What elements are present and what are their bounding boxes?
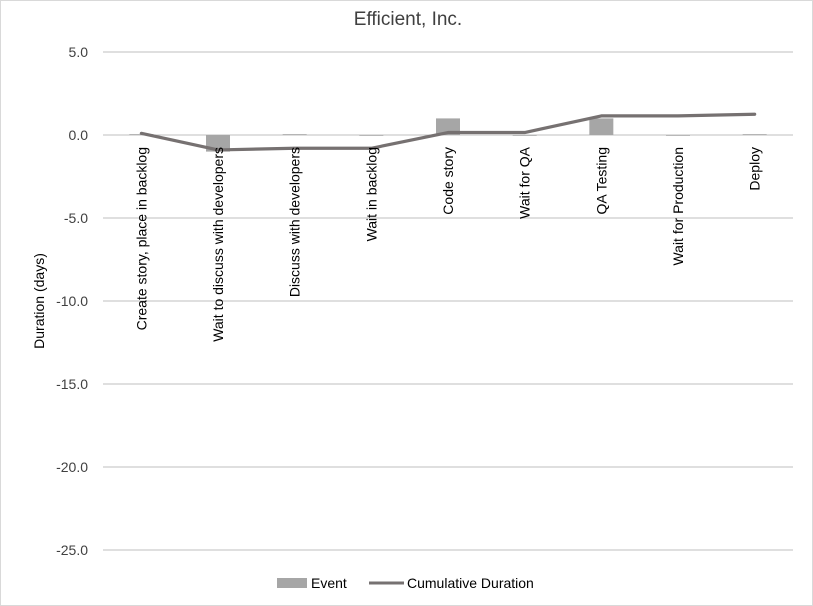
event-bar [666,135,690,136]
y-tick-label: -25.0 [56,542,88,558]
event-bar [359,135,384,136]
y-axis-ticks: 5.0 0.0 -5.0 -10.0 -15.0 -20.0 -25.0 [56,44,88,558]
chart-title: Efficient, Inc. [354,9,462,30]
cumulative-duration-line [139,112,757,152]
y-tick-label: -20.0 [56,459,88,475]
legend-cumulative-label: Cumulative Duration [407,575,534,591]
legend-event-label: Event [311,575,347,591]
y-tick-label: 5.0 [69,44,89,60]
event-bar [282,134,307,135]
category-label: Code story [440,147,456,215]
category-label: Deploy [747,147,763,191]
cumulative-line [139,112,757,152]
category-label: Wait for Production [670,147,686,266]
legend-event-swatch [277,578,307,588]
legend: Event Cumulative Duration [277,575,534,591]
y-tick-label: -15.0 [56,376,88,392]
y-tick-label: -5.0 [64,210,88,226]
y-tick-label: 0.0 [69,127,89,143]
event-bar [436,118,460,135]
event-bars [129,118,767,152]
category-label: QA Testing [593,147,609,214]
category-labels: Create story, place in backlog Wait to di… [133,146,762,341]
event-bar [512,135,537,136]
y-axis-title: Duration (days) [31,253,47,349]
category-label: Discuss with developers [287,147,303,297]
category-label: Wait in backlog [363,147,379,241]
category-label: Create story, place in backlog [133,147,149,330]
category-label: Wait for QA [517,146,533,218]
category-label: Wait to discuss with developers [210,147,226,342]
event-bar [742,134,767,135]
y-tick-label: -10.0 [56,293,88,309]
event-bar [589,118,614,135]
